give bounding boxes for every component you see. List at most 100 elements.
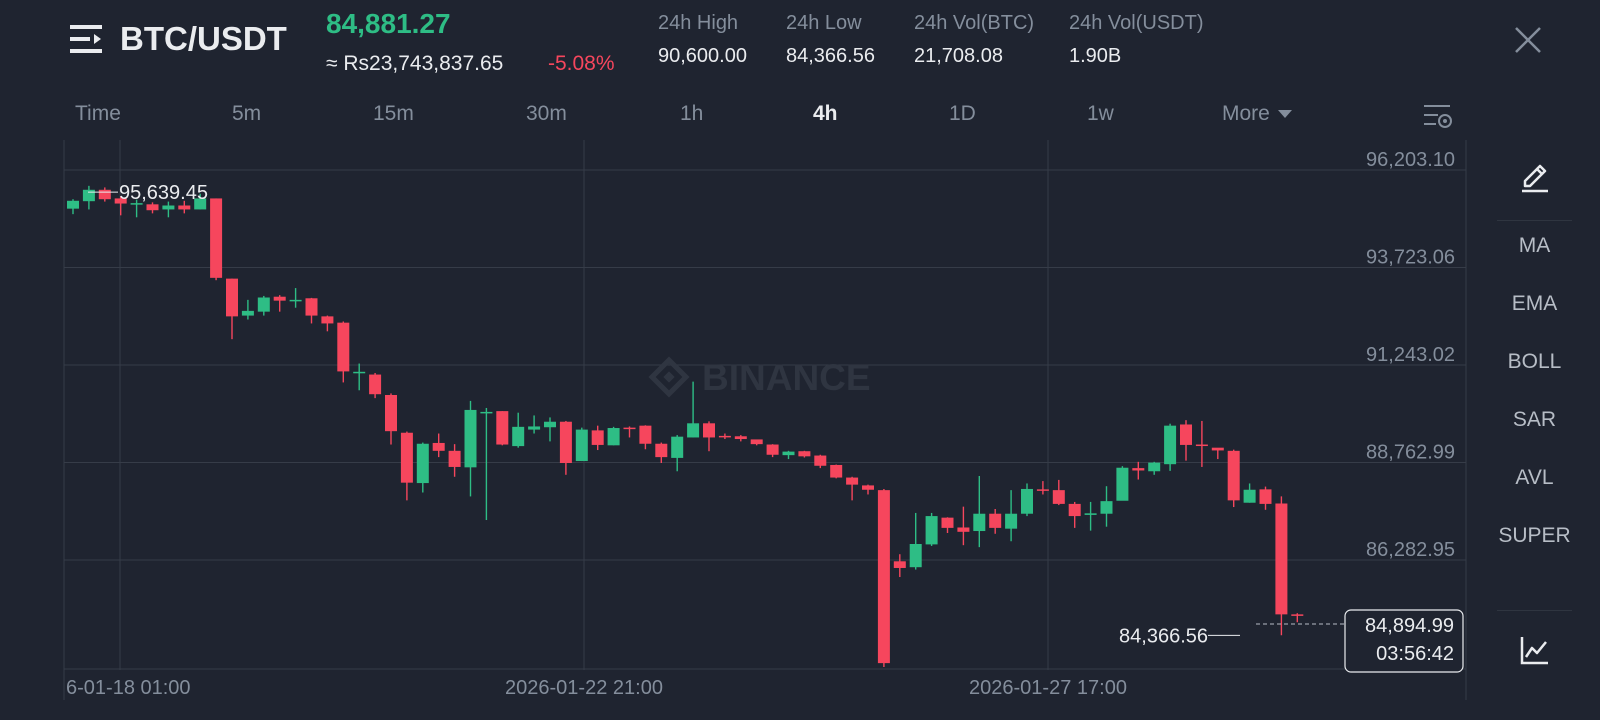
candle bbox=[82, 185, 95, 210]
candle bbox=[877, 488, 890, 668]
x-tick-label: 2026-01-27 17:00 bbox=[969, 677, 1127, 699]
candle-body bbox=[607, 428, 620, 446]
tab-30m[interactable]: 30m bbox=[526, 102, 567, 125]
indicator-ma[interactable]: MA bbox=[1518, 234, 1551, 257]
candle-body bbox=[1036, 489, 1049, 491]
candle bbox=[257, 295, 270, 316]
candlestick-chart[interactable]: BINANCE 96,203.10 93,723.06 91,243.02 88,76… bbox=[0, 140, 1497, 720]
candle-countdown: 03:56:42 bbox=[1376, 643, 1454, 665]
indicator-more-clipped[interactable] bbox=[1497, 586, 1572, 594]
candle bbox=[1227, 449, 1240, 508]
candle bbox=[210, 198, 223, 281]
candle-body bbox=[973, 513, 986, 532]
candle-body bbox=[496, 411, 509, 445]
candle bbox=[1275, 496, 1288, 636]
tab-more-label: More bbox=[1222, 102, 1270, 125]
line-chart-icon[interactable] bbox=[1519, 634, 1551, 666]
candle-body bbox=[750, 439, 763, 445]
tab-1h[interactable]: 1h bbox=[680, 102, 704, 125]
candle bbox=[591, 425, 604, 451]
candle-body bbox=[210, 198, 223, 278]
candle bbox=[369, 372, 382, 399]
interval-tabs: Time 5m 15m 30m 1h 4h 1D 1w More bbox=[0, 96, 1600, 136]
candle bbox=[496, 411, 509, 446]
ticker-header: BTC/USDT 84,881.27 ≈ Rs23,743,837.65 -5.… bbox=[0, 0, 1600, 90]
candle-body bbox=[416, 443, 429, 484]
candle bbox=[305, 297, 318, 324]
indicator-sar[interactable]: SAR bbox=[1512, 408, 1557, 431]
candle bbox=[416, 442, 429, 493]
tab-1d[interactable]: 1D bbox=[949, 102, 976, 125]
candle-body bbox=[385, 394, 397, 432]
stat-value: 21,708.08 bbox=[914, 45, 1003, 67]
candle bbox=[703, 421, 715, 452]
sidebar-divider bbox=[1497, 610, 1572, 611]
tab-1w[interactable]: 1w bbox=[1087, 102, 1114, 125]
candle-body bbox=[1275, 503, 1288, 615]
candle-body bbox=[337, 322, 350, 372]
candle-body bbox=[1195, 444, 1208, 447]
candle-body bbox=[67, 200, 79, 209]
candle bbox=[432, 433, 445, 458]
candle bbox=[1100, 486, 1113, 527]
candle-body bbox=[448, 450, 461, 467]
candle-body bbox=[257, 297, 270, 312]
candle bbox=[512, 412, 525, 448]
tab-5m[interactable]: 5m bbox=[232, 102, 262, 125]
candle bbox=[289, 288, 302, 308]
candle-body bbox=[544, 421, 556, 428]
candle-body bbox=[1259, 489, 1272, 504]
y-tick-label: 86,282.95 bbox=[1366, 539, 1455, 561]
candle-body bbox=[957, 527, 970, 532]
x-axis-labels: 6-01-18 01:00 2026-01-22 21:00 2026-01-27 … bbox=[66, 677, 1127, 699]
candle bbox=[528, 415, 541, 434]
binance-watermark: BINANCE bbox=[648, 356, 871, 398]
candle-body bbox=[1148, 462, 1161, 472]
chart-settings-icon[interactable] bbox=[1422, 100, 1452, 130]
indicator-super[interactable]: SUPER bbox=[1498, 524, 1571, 547]
candle-body bbox=[591, 430, 604, 445]
candle-body bbox=[1211, 447, 1224, 451]
candle bbox=[448, 444, 461, 477]
close-icon[interactable] bbox=[1512, 24, 1544, 56]
candle-body bbox=[305, 298, 318, 316]
candle-body bbox=[830, 464, 843, 478]
candle-body bbox=[718, 435, 731, 438]
candle-body bbox=[1180, 424, 1192, 445]
candle-body bbox=[559, 421, 572, 464]
stat-24h-vol-btc: 24h Vol(BTC) 21,708.08 bbox=[914, 12, 1034, 68]
tab-4h[interactable]: 4h bbox=[813, 102, 838, 125]
candle bbox=[114, 196, 127, 216]
tab-more[interactable]: More bbox=[1222, 102, 1292, 126]
candle-body bbox=[194, 198, 207, 210]
indicator-ema[interactable]: EMA bbox=[1511, 292, 1558, 315]
candle bbox=[1052, 479, 1065, 506]
candle-body bbox=[1084, 513, 1097, 515]
candle-body bbox=[321, 316, 334, 324]
candle-body bbox=[655, 443, 668, 458]
candle bbox=[162, 201, 175, 218]
candle bbox=[734, 435, 747, 442]
candle bbox=[687, 381, 700, 438]
candle-body bbox=[989, 513, 1002, 528]
candle-body bbox=[1100, 501, 1113, 514]
candle-body bbox=[241, 310, 254, 316]
chart-grid bbox=[63, 140, 1467, 700]
y-tick-label: 91,243.02 bbox=[1366, 344, 1455, 366]
candle-body bbox=[734, 436, 747, 440]
stat-label: 24h Vol(USDT) bbox=[1069, 12, 1204, 34]
sidebar-divider bbox=[1497, 220, 1572, 221]
candle bbox=[973, 475, 986, 548]
candle bbox=[639, 425, 652, 450]
candle bbox=[1068, 501, 1081, 528]
candle-body bbox=[480, 411, 493, 414]
candle-body bbox=[846, 477, 859, 485]
pencil-draw-icon[interactable] bbox=[1519, 162, 1551, 194]
stat-24h-vol-usdt: 24h Vol(USDT) 1.90B bbox=[1069, 12, 1204, 68]
trading-pair-title[interactable]: BTC/USDT bbox=[120, 20, 287, 57]
tab-15m[interactable]: 15m bbox=[373, 102, 414, 125]
indicator-avl[interactable]: AVL bbox=[1515, 466, 1554, 489]
indicator-boll[interactable]: BOLL bbox=[1507, 350, 1562, 373]
menu-list-icon[interactable] bbox=[70, 22, 104, 56]
tab-time[interactable]: Time bbox=[75, 102, 121, 125]
